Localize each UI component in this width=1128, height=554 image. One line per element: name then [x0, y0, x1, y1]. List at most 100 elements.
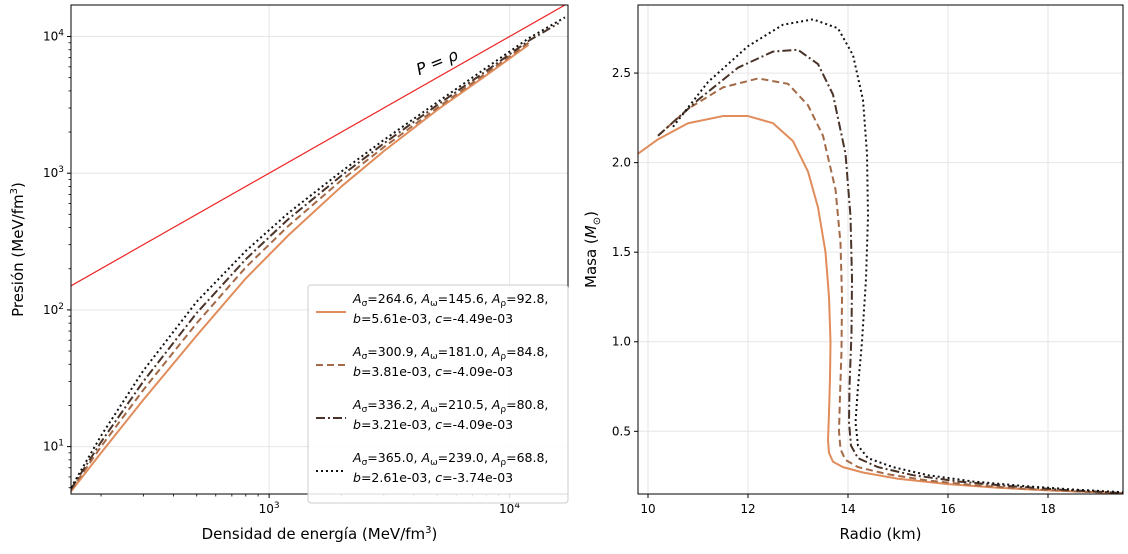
- legend-sub: ρ: [500, 458, 506, 468]
- y-tick-value: 1.5: [612, 245, 631, 259]
- series-line-3: [657, 48, 1123, 494]
- legend-var: A: [491, 291, 501, 306]
- y-tick-exponent: 2: [58, 302, 64, 312]
- legend-val: =3.21e-03,: [361, 417, 435, 432]
- legend-label-2-line1: Aσ=300.9, Aω=181.0, Aρ=84.8,: [352, 344, 548, 362]
- legend-val: =210.5,: [438, 397, 492, 412]
- y-tick-label: 1.5: [612, 245, 631, 259]
- y-tick-base: 10: [43, 30, 58, 44]
- x-tick-label: 16: [940, 502, 955, 516]
- x-tick-value: 16: [940, 502, 955, 516]
- series-line-2: [657, 77, 1123, 494]
- legend-val: =-4.49e-03: [442, 311, 513, 326]
- legend-var: A: [421, 344, 431, 359]
- legend-box: [307, 284, 569, 504]
- legend-sub: ω: [430, 458, 438, 468]
- reference-line-p-equals-rho: [71, 5, 567, 287]
- legend-label-2-line2: b=3.81e-03, c=-4.09e-03: [353, 364, 513, 379]
- y-tick-label: 2.0: [612, 156, 631, 170]
- legend-sub: ρ: [500, 352, 506, 362]
- x-tick-base: 10: [499, 502, 514, 516]
- legend-val: =365.0,: [367, 450, 421, 465]
- series-line-1: [71, 43, 530, 493]
- x-axis-label: Radio (km): [840, 525, 922, 543]
- x-tick-label: 14: [840, 502, 855, 516]
- legend-label-4-line2: b=2.61e-03, c=-3.74e-03: [353, 470, 513, 485]
- legend-var: A: [491, 450, 501, 465]
- legend-var: c: [435, 470, 442, 485]
- axes-frame: [637, 4, 1124, 495]
- legend-var: c: [435, 311, 442, 326]
- legend-var: c: [435, 417, 442, 432]
- legend-val: =239.0,: [438, 450, 492, 465]
- x-tick-value: 10: [640, 502, 655, 516]
- legend-val: =181.0,: [438, 344, 492, 359]
- legend-var: b: [353, 470, 361, 485]
- y-tick-label: 1.0: [612, 335, 631, 349]
- y-label-end: ): [9, 182, 27, 188]
- y-tick-label: 103: [43, 165, 64, 180]
- y-tick-base: 10: [43, 166, 58, 180]
- legend-sub: σ: [362, 299, 368, 309]
- legend-val: =84.8,: [506, 344, 548, 359]
- x-tick-value: 14: [840, 502, 855, 516]
- legend-var: A: [491, 344, 501, 359]
- series-line-3: [71, 22, 560, 490]
- x-label-text: Densidad de energía (MeV/fm: [202, 525, 426, 543]
- series-line-1: [638, 115, 1123, 494]
- plot-area: [638, 18, 1123, 494]
- x-tick-label: 18: [1040, 502, 1055, 516]
- legend-sub: σ: [362, 458, 368, 468]
- y-tick-value: 0.5: [612, 424, 631, 438]
- x-label-end: ): [432, 525, 438, 543]
- legend-val: =300.9,: [367, 344, 421, 359]
- x-tick-exponent: 3: [274, 501, 280, 511]
- series-line-2: [71, 41, 530, 491]
- legend-var: A: [352, 450, 362, 465]
- x-label-sup: 3: [425, 525, 431, 536]
- x-tick-label: 104: [499, 501, 520, 516]
- legend-var: A: [421, 450, 431, 465]
- legend-val: =3.81e-03,: [361, 364, 435, 379]
- y-label-sub: ⊙: [592, 217, 603, 225]
- legend-var: b: [353, 311, 361, 326]
- legend-val: =80.8,: [506, 397, 548, 412]
- y-label-end: ): [582, 211, 600, 217]
- plot-area: [71, 5, 567, 493]
- legend-sub: ω: [430, 405, 438, 415]
- series-line-4: [71, 16, 566, 489]
- y-tick-exponent: 3: [58, 165, 64, 175]
- y-tick-value: 2.0: [612, 156, 631, 170]
- legend-val: =-3.74e-03: [442, 470, 513, 485]
- legend-label-3-line2: b=3.21e-03, c=-4.09e-03: [353, 417, 513, 432]
- legend-label-4-line1: Aσ=365.0, Aω=239.0, Aρ=68.8,: [352, 450, 548, 468]
- y-tick-label: 2.5: [612, 66, 631, 80]
- y-label-text: Masa (: [582, 238, 600, 288]
- y-tick-value: 1.0: [612, 335, 631, 349]
- legend-sub: σ: [362, 405, 368, 415]
- legend-var: b: [353, 417, 361, 432]
- legend-var: A: [421, 291, 431, 306]
- legend-var: A: [352, 344, 362, 359]
- y-tick-exponent: 4: [58, 29, 64, 39]
- y-axis-label: Masa (M⊙): [582, 211, 603, 288]
- x-tick-base: 10: [259, 502, 274, 516]
- y-tick-base: 10: [43, 440, 58, 454]
- legend-var: b: [353, 364, 361, 379]
- legend-sub: ρ: [500, 299, 506, 309]
- legend-val: =92.8,: [506, 291, 548, 306]
- y-tick-base: 10: [43, 303, 58, 317]
- x-tick-label: 103: [259, 501, 280, 516]
- legend-val: =145.6,: [438, 291, 492, 306]
- legend-label-3-line1: Aσ=336.2, Aω=210.5, Aρ=80.8,: [352, 397, 548, 415]
- legend-var: c: [435, 364, 442, 379]
- legend-val: =336.2,: [367, 397, 421, 412]
- legend-var: A: [491, 397, 501, 412]
- y-tick-value: 2.5: [612, 66, 631, 80]
- x-tick-label: 10: [640, 502, 655, 516]
- y-tick-label: 104: [43, 29, 64, 44]
- x-tick-value: 12: [740, 502, 755, 516]
- x-axis-label: Densidad de energía (MeV/fm3): [202, 525, 438, 543]
